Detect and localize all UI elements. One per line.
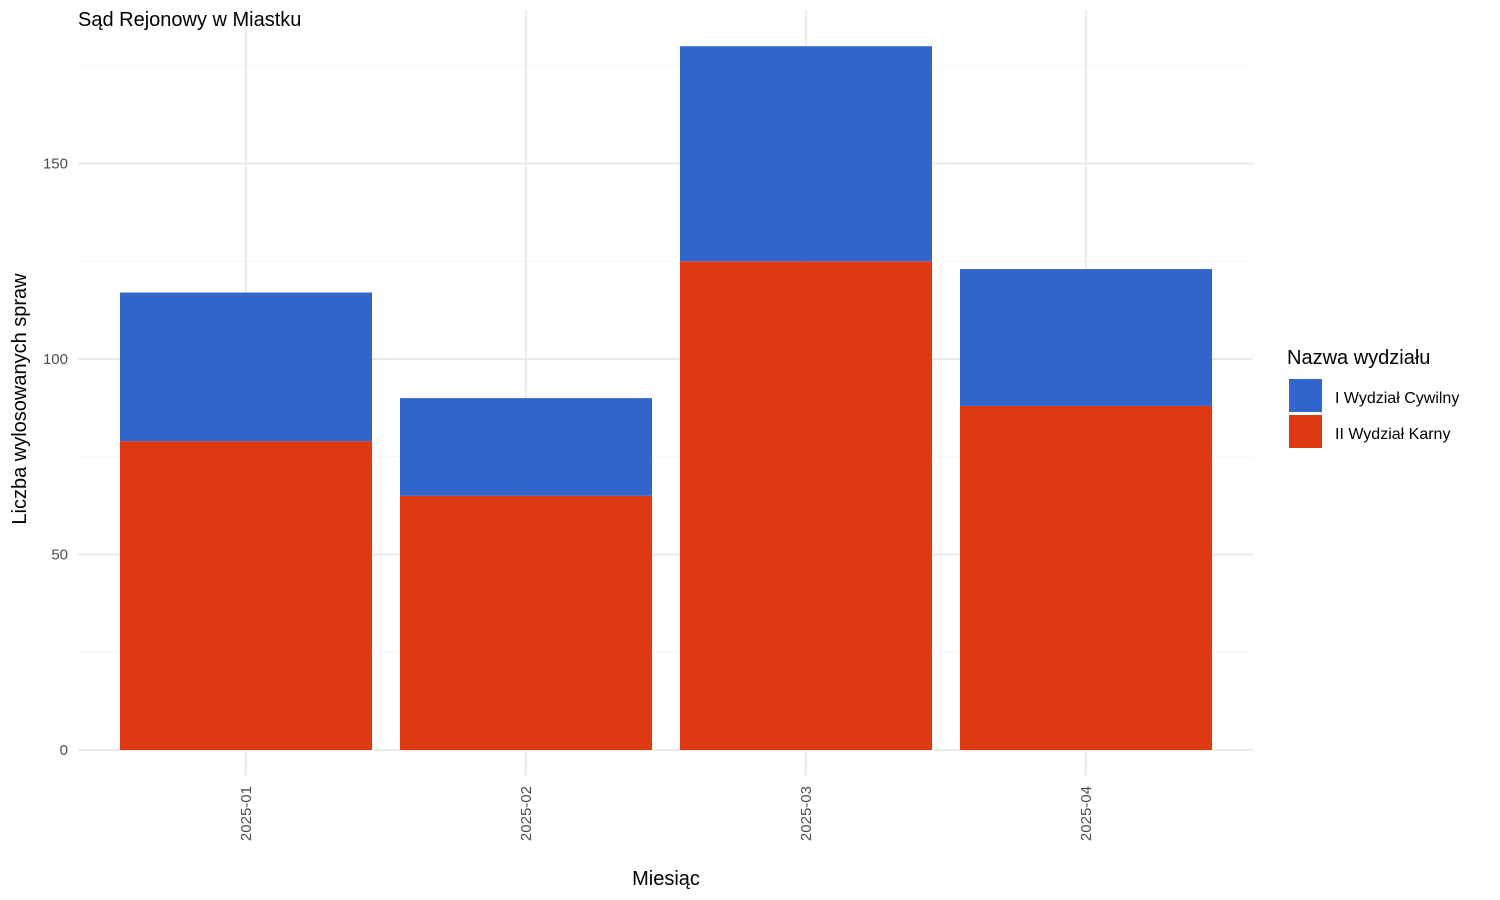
bars (120, 46, 1212, 750)
x-tick-label: 2025-01 (238, 786, 255, 841)
y-tick-label: 100 (43, 351, 68, 368)
legend-swatch-cywilny (1289, 379, 1322, 412)
y-tick-label: 0 (60, 742, 68, 759)
legend-title: Nazwa wydziału (1287, 347, 1430, 369)
legend-swatch-karny (1289, 415, 1322, 448)
y-axis-ticks: 0 50 100 150 (43, 156, 68, 760)
bar-segment-karny-2025-04 (960, 405, 1212, 750)
bar-segment-karny-2025-01 (120, 441, 372, 750)
bar-segment-cywilny-2025-04 (960, 269, 1212, 406)
bar-segment-cywilny-2025-03 (680, 46, 932, 262)
x-axis-ticks: 2025-01 2025-02 2025-03 2025-04 (238, 786, 1095, 841)
legend-label-karny: II Wydział Karny (1335, 426, 1450, 443)
bar-segment-karny-2025-03 (680, 261, 932, 750)
x-tick-label: 2025-03 (798, 786, 815, 841)
y-tick-label: 50 (51, 547, 68, 564)
y-tick-label: 150 (43, 156, 68, 173)
x-axis-title: Miesiąc (632, 868, 700, 890)
bar-segment-cywilny-2025-02 (400, 398, 652, 496)
bar-segment-cywilny-2025-01 (120, 292, 372, 442)
chart-title: Sąd Rejonowy w Miastku (78, 9, 301, 31)
bar-segment-karny-2025-02 (400, 495, 652, 750)
y-axis-title: Liczba wylosowanych spraw (9, 273, 31, 525)
x-tick-label: 2025-04 (1078, 786, 1095, 841)
legend-label-cywilny: I Wydział Cywilny (1335, 390, 1459, 407)
legend: Nazwa wydziału I Wydział Cywilny II Wydz… (1287, 347, 1459, 448)
x-tick-label: 2025-02 (518, 786, 535, 841)
